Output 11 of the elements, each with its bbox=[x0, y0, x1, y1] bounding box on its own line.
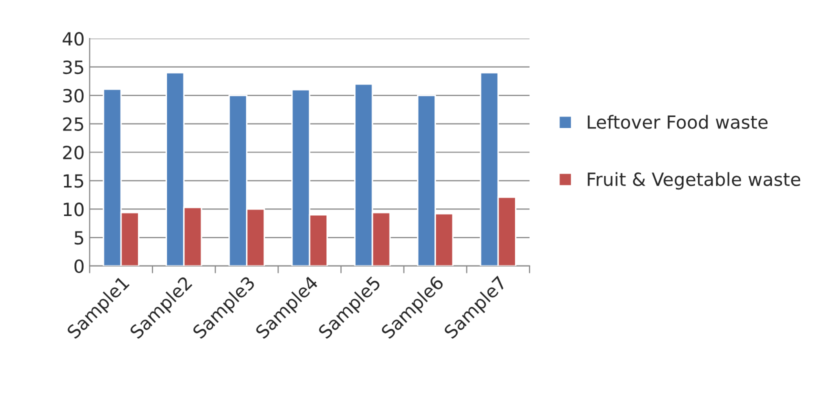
legend-label: Leftover Food waste bbox=[588, 114, 768, 129]
y-tick-label: 30 bbox=[63, 88, 84, 103]
legend-label: Fruit & Vegetable waste bbox=[588, 172, 800, 190]
y-tick-label: 25 bbox=[63, 117, 84, 131]
y-tick-label: 15 bbox=[64, 174, 84, 188]
y-tick-label: 35 bbox=[63, 60, 84, 74]
y-tick-label: 10 bbox=[64, 202, 84, 216]
y-tick-label: 5 bbox=[74, 231, 84, 245]
y-tick-label: 40 bbox=[62, 32, 84, 46]
y-tick-label: 0 bbox=[74, 259, 84, 274]
y-tick-label: 20 bbox=[63, 146, 84, 160]
